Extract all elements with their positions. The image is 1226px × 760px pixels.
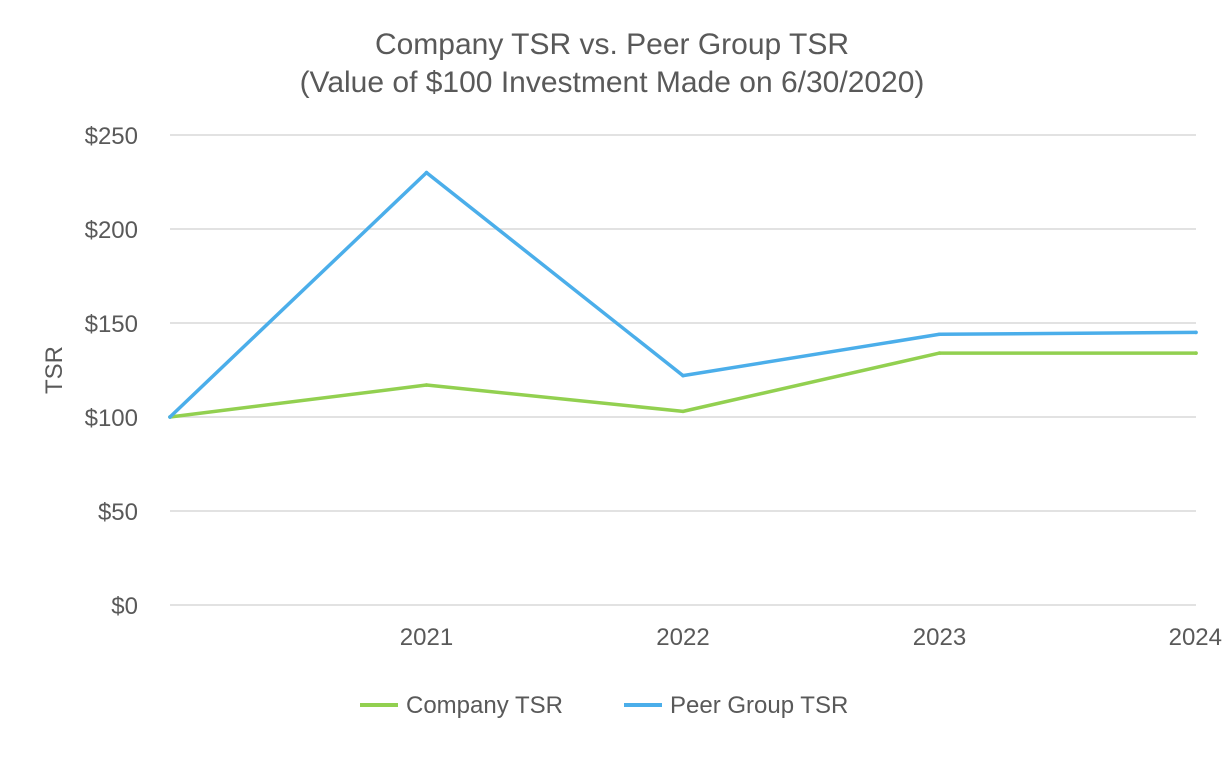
chart-subtitle: (Value of $100 Investment Made on 6/30/2… [300,66,925,99]
y-tick-label: $50 [98,499,138,526]
data-point-peer-group-tsr [424,170,429,175]
chart-title: Company TSR vs. Peer Group TSR [375,28,849,61]
x-tick-label: 2024 [1169,624,1222,651]
data-point-peer-group-tsr [681,373,685,378]
y-tick-label: $200 [85,217,138,244]
y-tick-label: $100 [85,405,138,432]
x-tick-label: 2022 [656,624,709,651]
y-axis-ticks: $0 $50 $100 $150 $200 $250 [85,123,138,620]
gridlines [170,134,1196,606]
data-point-peer-group-tsr [937,332,942,337]
data-point-company-tsr [1194,351,1198,355]
x-tick-label: 2023 [913,624,966,651]
x-tick-label: 2021 [400,624,453,651]
y-tick-label: $250 [85,123,138,150]
series-line-peer-group-tsr [168,170,1198,419]
legend-label-company-tsr: Company TSR [406,692,563,719]
data-point-peer-group-tsr [1194,330,1198,335]
legend-label-peer-group-tsr: Peer Group TSR [670,692,848,719]
y-axis-label: TSR [41,346,68,394]
data-point-company-tsr [424,383,429,387]
y-tick-label: $0 [111,593,138,620]
y-tick-label: $150 [85,311,138,338]
series-lines [168,170,1198,419]
data-point-peer-group-tsr [168,415,172,419]
series-line-company-tsr [168,351,1198,419]
legend: Company TSR Peer Group TSR [360,692,848,719]
data-point-company-tsr [681,409,685,414]
data-point-company-tsr [937,351,942,355]
x-axis-ticks: 2021 2022 2023 2024 [400,624,1222,651]
